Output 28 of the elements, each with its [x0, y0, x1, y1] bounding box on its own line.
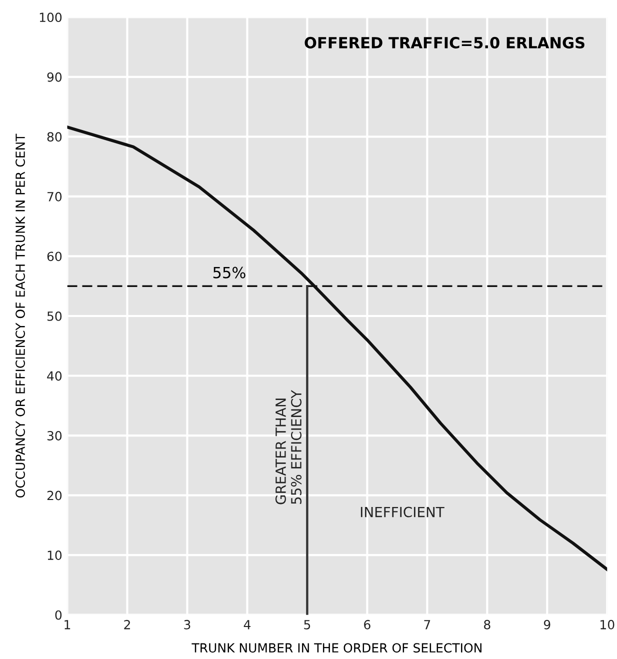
x-tick-label: 2 [124, 620, 130, 630]
x-tick-label: 7 [424, 620, 430, 630]
y-tick-label: 10 [48, 550, 62, 560]
x-axis-title: TRUNK NUMBER IN THE ORDER OF SELECTION [192, 643, 482, 653]
y-tick-label: 40 [47, 371, 62, 381]
y-tick-label: 90 [47, 72, 62, 82]
y-tick-label: 0 [55, 610, 62, 620]
y-tick-label: 50 [47, 311, 62, 321]
x-tick-label: 9 [544, 620, 550, 630]
x-tick-label: 5 [304, 620, 310, 630]
y-axis-title: OCCUPANCY OR EFFICIENCY OF EACH TRUNK IN PER CENT [16, 134, 25, 498]
y-tick-label: 80 [47, 132, 62, 142]
y-tick-label: 70 [48, 192, 62, 202]
ref-line-label: 55% [213, 266, 246, 278]
x-tick-label: 10 [600, 620, 614, 630]
x-tick-label: 6 [364, 620, 370, 630]
y-tick-label: 100 [40, 12, 62, 22]
x-tick-label: 4 [244, 620, 250, 630]
ref-line-label: GREATER THAN 55% EFFICIENCY [275, 390, 302, 504]
x-tick-label: 8 [484, 620, 490, 630]
text: OFFERED TRAFFIC=5.0 ERLANGS [304, 36, 584, 48]
y-tick-label: 60 [47, 252, 62, 262]
y-tick-label: 30 [47, 431, 62, 440]
x-tick-label: 3 [184, 620, 190, 630]
annotation: INEFFICIENT [360, 506, 444, 518]
line-series [67, 126, 608, 571]
x-tick-label: 1 [64, 620, 70, 630]
y-tick-label: 20 [47, 490, 62, 500]
